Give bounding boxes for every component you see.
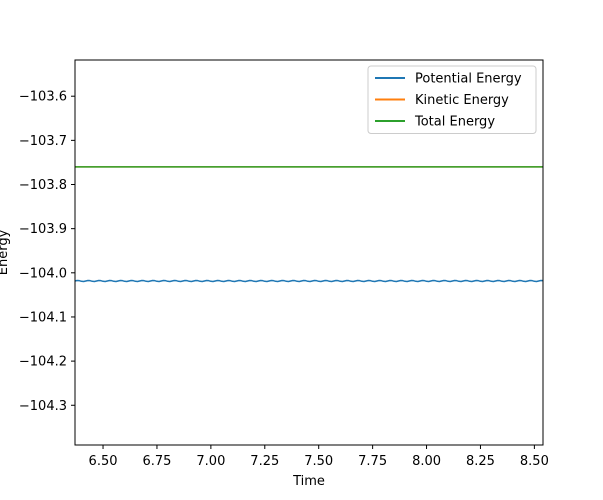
legend-label: Kinetic Energy	[415, 93, 509, 108]
y-tick-label: −103.6	[19, 90, 67, 105]
x-tick-label: 7.75	[358, 454, 387, 469]
x-tick-label: 8.25	[466, 454, 495, 469]
y-axis-label: Energy	[0, 229, 11, 275]
series-layer	[74, 166, 544, 283]
y-tick-label: −103.9	[19, 222, 67, 237]
x-axis: 6.50 6.75 7.00 7.25 7.50 7.75 8.00 8.25 8.50	[89, 445, 549, 469]
legend-label: Total Energy	[414, 115, 495, 130]
x-axis-label: Time	[292, 474, 325, 489]
x-tick-label: 7.50	[304, 454, 333, 469]
legend-box	[367, 65, 537, 134]
y-tick-label: −104.2	[19, 355, 67, 370]
y-tick-label: −104.0	[19, 266, 67, 281]
plot-frame	[74, 59, 544, 446]
series-line-1	[74, 279, 544, 283]
y-tick-label: −104.3	[19, 399, 67, 414]
y-tick-label: −103.8	[19, 178, 67, 193]
y-axis: −103.6 −103.7 −103.8 −103.9 −104.0 −104.1 −104…	[19, 90, 75, 414]
x-tick-label: 7.25	[250, 454, 279, 469]
x-tick-label: 7.00	[196, 454, 225, 469]
x-tick-label: 6.75	[142, 454, 171, 469]
legend: Potential Energy Kinetic Energy Total Ener…	[367, 65, 537, 134]
y-tick-label: −104.1	[19, 310, 67, 325]
y-tick-label: −103.7	[19, 134, 67, 149]
x-tick-label: 6.50	[89, 454, 118, 469]
legend-label: Potential Energy	[415, 72, 522, 87]
x-tick-label: 8.00	[412, 454, 441, 469]
x-tick-label: 8.50	[520, 454, 549, 469]
